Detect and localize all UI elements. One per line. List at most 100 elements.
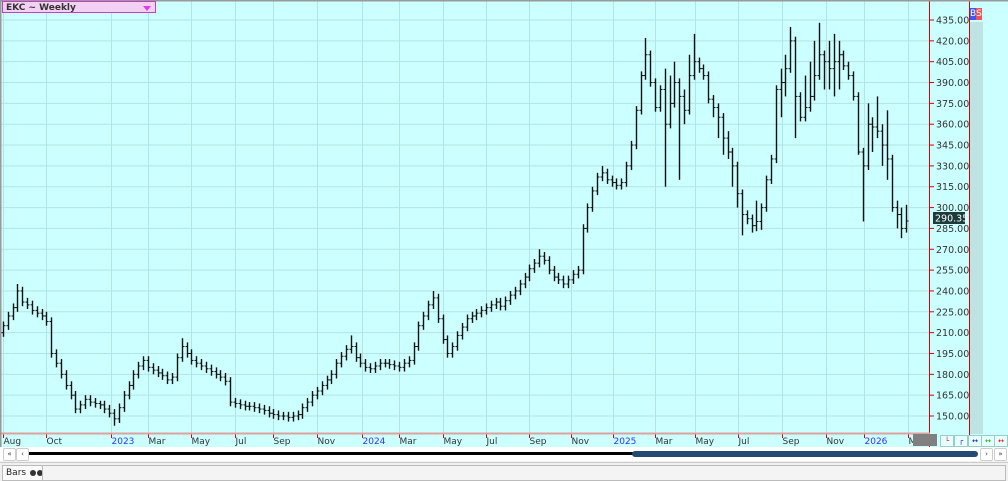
scroll-first-icon[interactable]: « bbox=[3, 448, 16, 461]
ohlc-bar bbox=[788, 26, 793, 73]
ohlc-bar bbox=[470, 311, 475, 323]
date-tick-label: May bbox=[444, 437, 463, 447]
ohlc-bar bbox=[93, 397, 98, 408]
ohlc-bar bbox=[610, 175, 615, 187]
date-tick-label: 2024 bbox=[363, 437, 386, 447]
ohlc-bar bbox=[494, 297, 499, 310]
symbol-selector[interactable]: EKC ~ Weekly bbox=[2, 1, 156, 13]
bars-tab[interactable]: Bars bbox=[2, 465, 47, 481]
ohlc-bar bbox=[30, 300, 35, 315]
price-tick-label: 210.00 bbox=[936, 328, 969, 339]
ohlc-bar bbox=[735, 161, 740, 208]
ohlc-bar bbox=[590, 186, 595, 212]
ohlc-bar bbox=[102, 400, 107, 414]
ohlc-bar bbox=[716, 103, 721, 139]
ohlc-bar bbox=[257, 403, 262, 414]
symbol-label: EKC ~ Weekly bbox=[6, 3, 76, 13]
ohlc-bar bbox=[542, 252, 547, 265]
top-border bbox=[0, 0, 1008, 2]
ohlc-bar bbox=[803, 75, 808, 122]
ohlc-bar bbox=[556, 272, 561, 285]
tool-button-4[interactable]: ↔ bbox=[981, 435, 995, 447]
ohlc-bar bbox=[431, 290, 436, 310]
ohlc-bar bbox=[175, 353, 180, 382]
ohlc-bar bbox=[489, 300, 494, 312]
ohlc-bar bbox=[305, 397, 310, 412]
ohlc-bar bbox=[856, 92, 861, 155]
ohlc-bar bbox=[513, 286, 518, 300]
ohlc-bar bbox=[407, 356, 412, 368]
ohlc-bar bbox=[585, 203, 590, 233]
ohlc-bar bbox=[532, 258, 537, 273]
date-tick-label: Jul bbox=[738, 437, 750, 447]
price-tick-label: 270.00 bbox=[936, 245, 969, 256]
ohlc-bar bbox=[808, 61, 813, 112]
ohlc-bar bbox=[474, 309, 479, 321]
ohlc-bar bbox=[421, 311, 426, 330]
ohlc-bar bbox=[697, 57, 702, 73]
ohlc-bar bbox=[653, 78, 658, 112]
ohlc-bar bbox=[648, 50, 653, 87]
status-bar: Bars bbox=[0, 462, 1008, 481]
ohlc-bar bbox=[479, 306, 484, 318]
ohlc-bar bbox=[822, 50, 827, 90]
ohlc-bar bbox=[769, 154, 774, 184]
ohlc-bar bbox=[793, 36, 798, 139]
ohlc-bar bbox=[870, 117, 875, 153]
horizontal-scrollbar[interactable]: « ‹ › » bbox=[0, 447, 1008, 461]
ohlc-bar bbox=[832, 33, 837, 97]
ohlc-bars bbox=[1, 22, 909, 426]
date-tick-label: Nov bbox=[318, 437, 336, 447]
ohlc-bar bbox=[165, 371, 170, 385]
ohlc-bar bbox=[412, 342, 417, 365]
ohlc-bar bbox=[552, 265, 557, 282]
ohlc-bar bbox=[600, 165, 605, 182]
date-tick-label: Jul bbox=[486, 437, 498, 447]
ohlc-bar bbox=[25, 297, 30, 310]
ohlc-bar bbox=[49, 317, 54, 358]
ohlc-bar bbox=[523, 272, 528, 289]
scroll-thumb[interactable] bbox=[632, 451, 978, 457]
price-tick-label: 390.00 bbox=[936, 78, 969, 89]
status-field bbox=[42, 465, 1006, 481]
scroll-last-icon[interactable]: » bbox=[994, 448, 1007, 461]
ohlc-bar bbox=[759, 203, 764, 230]
tool-button-3[interactable]: ↔ bbox=[968, 435, 982, 447]
date-tick-label: Mar bbox=[400, 437, 417, 447]
date-axis[interactable]: Aug Oct 2023 Mar May Jul Sep Nov 2024 Mar May Jul Se… bbox=[3, 433, 926, 447]
date-tick-label: Jul bbox=[235, 437, 247, 447]
ohlc-bar bbox=[344, 345, 349, 361]
date-tick-label: May bbox=[696, 437, 715, 447]
ohlc-bar bbox=[54, 349, 59, 368]
ohlc-bar bbox=[286, 411, 291, 422]
ohlc-bar bbox=[59, 359, 64, 379]
ohlc-bar bbox=[310, 390, 315, 407]
scroll-right-icon[interactable]: › bbox=[980, 448, 993, 461]
buy-button[interactable]: B bbox=[970, 8, 977, 20]
scroll-left-icon[interactable]: ‹ bbox=[16, 448, 29, 461]
ohlc-bar bbox=[136, 361, 141, 379]
ohlc-bar bbox=[779, 68, 784, 118]
tool-button-1[interactable]: └ bbox=[940, 435, 954, 447]
ohlc-bar bbox=[122, 390, 127, 412]
ohlc-bar bbox=[450, 342, 455, 358]
ohlc-bar bbox=[320, 381, 325, 396]
price-chart[interactable]: 435.00 420.00 405.00 390.00 375.00 360.00 345.… bbox=[0, 0, 1008, 447]
price-tick-label: 165.00 bbox=[936, 391, 969, 402]
ohlc-bar bbox=[595, 172, 600, 196]
ohlc-bar bbox=[170, 372, 175, 385]
price-axis[interactable]: 435.00 420.00 405.00 390.00 375.00 360.00 345.… bbox=[929, 16, 969, 423]
ohlc-bar bbox=[180, 338, 185, 362]
ohlc-bar bbox=[276, 410, 281, 421]
sell-button[interactable]: S bbox=[976, 8, 982, 20]
price-tick-label: 300.00 bbox=[936, 203, 969, 214]
buy-sell-buttons: BS bbox=[970, 8, 982, 20]
last-price-marker: 290.35 bbox=[933, 212, 968, 225]
tool-button-2[interactable]: ┌ bbox=[954, 435, 968, 447]
tool-button-5[interactable]: ↔ bbox=[994, 435, 1008, 447]
date-tick-label: Sep bbox=[783, 437, 800, 447]
ohlc-bar bbox=[619, 178, 624, 190]
ohlc-bar bbox=[576, 265, 581, 279]
scroll-track[interactable] bbox=[29, 452, 977, 455]
ohlc-bar bbox=[131, 370, 136, 390]
